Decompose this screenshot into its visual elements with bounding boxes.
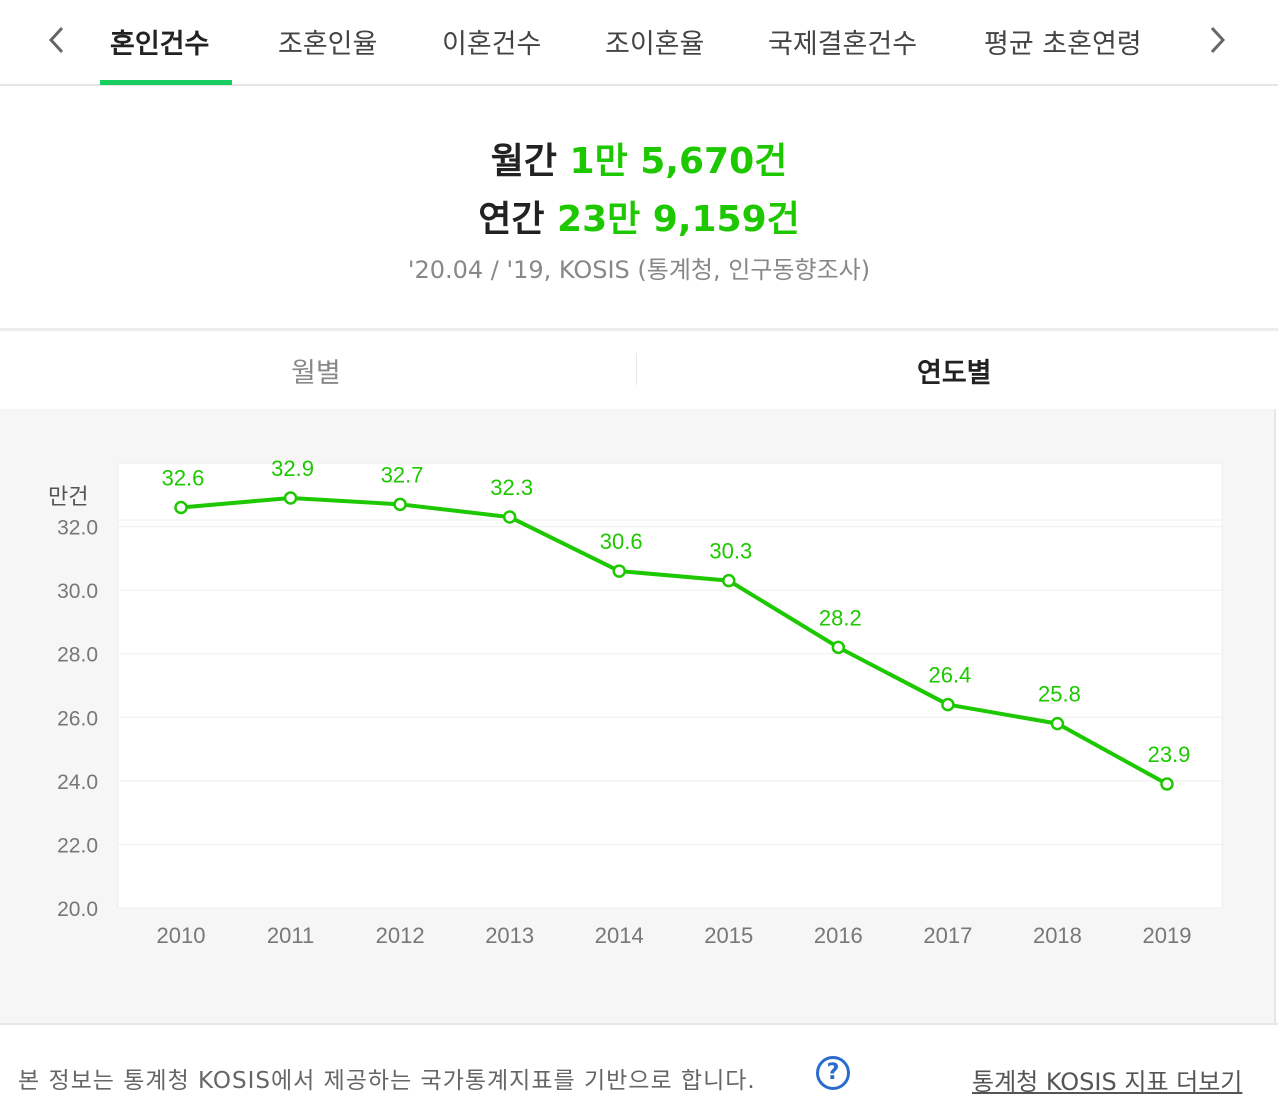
data-point <box>1160 777 1174 791</box>
divider <box>0 328 1278 331</box>
monthly-summary: 월간 1만 5,670건 <box>0 132 1278 184</box>
x-tick-label: 2013 <box>485 923 534 948</box>
series-line <box>180 495 1168 786</box>
tab-international-marriage-count[interactable]: 국제결혼건수 <box>768 29 918 60</box>
chevron-left-icon[interactable] <box>42 20 72 60</box>
data-point <box>941 697 955 712</box>
plot-background <box>117 462 1223 909</box>
chart-area: 20.0 22.0 24.0 26.0 28.0 30.0 32.0 만건 2010 2011 20… <box>0 409 1276 1023</box>
data-label: 26.4 <box>928 663 971 688</box>
tab-marriage-count[interactable]: 혼인건수 <box>110 29 210 60</box>
yearly-value: 23만 9,159건 <box>557 199 800 240</box>
x-tick-label: 2017 <box>923 923 972 948</box>
subtab-yearly[interactable]: 연도별 <box>917 358 992 389</box>
data-label: 28.2 <box>819 605 862 630</box>
x-tick-label: 2010 <box>157 923 206 948</box>
x-tick-label: 2019 <box>1143 923 1192 948</box>
x-tick-label: 2012 <box>376 923 425 948</box>
y-tick-label: 30.0 <box>57 580 98 603</box>
data-label: 25.8 <box>1038 682 1081 707</box>
footer: 본 정보는 통계청 KOSIS에서 제공하는 국가통계지표를 기반으로 합니다.… <box>0 1023 1278 1103</box>
tab-average-first-marriage-age[interactable]: 평균 초혼연령 <box>984 29 1142 60</box>
chevron-right-icon[interactable] <box>1202 20 1232 60</box>
y-tick-label: 22.0 <box>57 834 98 857</box>
monthly-value: 1만 5,670건 <box>569 141 788 182</box>
data-point <box>174 500 188 515</box>
data-point <box>722 573 736 588</box>
data-label: 30.3 <box>709 539 752 564</box>
y-axis-label: 만건 <box>48 485 88 510</box>
tab-crude-marriage-rate[interactable]: 조혼인율 <box>278 29 378 60</box>
data-label: 32.6 <box>162 466 205 491</box>
marriage-count-line-chart: 20.0 22.0 24.0 26.0 28.0 30.0 32.0 만건 2010 2011 20… <box>48 456 1223 948</box>
y-tick-label: 20.0 <box>57 898 98 921</box>
tab-crude-divorce-rate[interactable]: 조이혼율 <box>605 29 705 60</box>
subtab-monthly[interactable]: 월별 <box>291 358 341 389</box>
x-tick-label: 2014 <box>595 923 644 948</box>
tab-divorce-count[interactable]: 이혼건수 <box>442 29 542 60</box>
yearly-summary: 연간 23만 9,159건 <box>0 190 1278 242</box>
data-point <box>1050 716 1065 731</box>
data-point <box>502 510 517 524</box>
data-label: 32.9 <box>271 456 314 481</box>
period-toggle: 월별 연도별 <box>0 331 1278 409</box>
x-tick-label: 2018 <box>1033 923 1082 948</box>
data-label: 32.3 <box>490 475 533 500</box>
data-label: 32.7 <box>381 462 424 487</box>
y-tick-label: 24.0 <box>57 771 98 794</box>
summary-panel: 월간 1만 5,670건 연간 23만 9,159건 '20.04 / '19,… <box>0 86 1278 329</box>
data-point <box>831 640 846 655</box>
question-icon[interactable]: ? <box>816 1056 850 1090</box>
data-label: 23.9 <box>1148 742 1191 767</box>
x-tick-label: 2016 <box>814 923 863 948</box>
x-tick-label: 2015 <box>704 923 753 948</box>
data-point <box>612 564 626 578</box>
y-tick-label: 32.0 <box>57 517 98 540</box>
subtab-divider <box>636 353 637 385</box>
y-tick-label: 26.0 <box>57 707 98 730</box>
data-source: '20.04 / '19, KOSIS (통계청, 인구동향조사) <box>407 256 871 284</box>
y-tick-label: 28.0 <box>57 644 98 667</box>
kosis-more-link[interactable]: 통계청 KOSIS 지표 더보기 <box>972 1068 1243 1096</box>
yearly-label: 연간 <box>478 199 545 240</box>
indicator-tab-bar: 혼인건수 조혼인율 이혼건수 조이혼율 국제결혼건수 평균 초혼연령 <box>0 0 1278 86</box>
active-tab-indicator <box>100 80 232 85</box>
data-label: 30.6 <box>600 529 643 554</box>
monthly-label: 월간 <box>490 141 557 182</box>
x-tick-label: 2011 <box>267 923 314 948</box>
footer-note: 본 정보는 통계청 KOSIS에서 제공하는 국가통계지표를 기반으로 합니다. <box>18 1068 756 1094</box>
data-point <box>393 497 407 512</box>
data-point <box>283 491 298 505</box>
